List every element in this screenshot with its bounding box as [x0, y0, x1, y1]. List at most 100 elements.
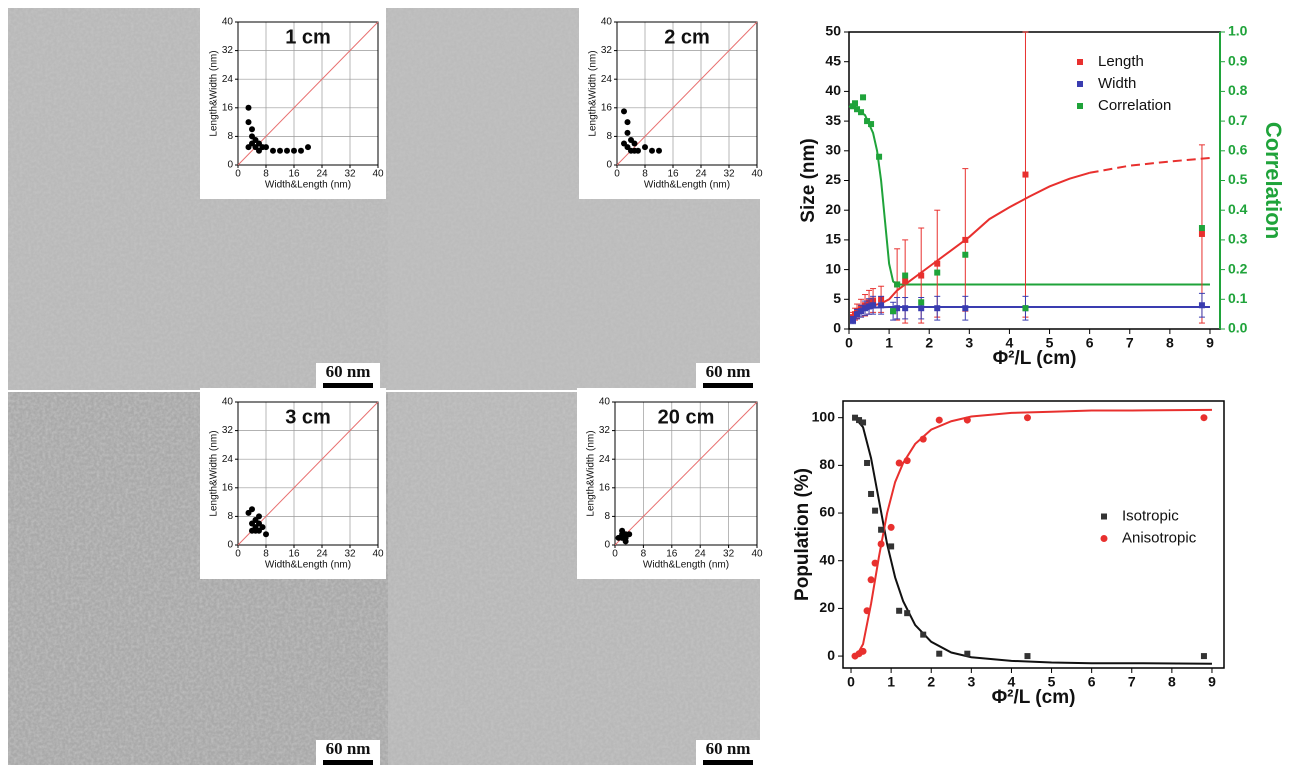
legend-label: Anisotropic [1122, 529, 1197, 546]
scatter-point [649, 147, 655, 154]
data-point [962, 251, 969, 258]
scatter-point [626, 531, 633, 538]
inset-bg [577, 388, 765, 579]
x-tick-label: 9 [1206, 335, 1214, 351]
data-point [918, 305, 925, 312]
scatter-point [635, 147, 641, 154]
y-tick-label: 35 [825, 112, 841, 128]
data-point [1198, 230, 1205, 237]
x-tick-label: 40 [372, 169, 384, 180]
x-axis-label: Φ²/L (cm) [993, 348, 1077, 369]
y2-axis-label: Correlation [1261, 122, 1286, 239]
scatter-point [621, 140, 627, 147]
x-tick-label: 9 [1208, 674, 1216, 690]
y-tick-label: 50 [825, 23, 841, 39]
y2-tick-label: 0.2 [1228, 260, 1248, 276]
y-tick-label: 24 [222, 454, 234, 465]
data-point [888, 543, 895, 550]
scatter-point [249, 126, 255, 133]
x-tick-label: 40 [751, 549, 763, 560]
data-point [962, 305, 969, 312]
data-point [860, 94, 867, 101]
reference-diagonal [614, 401, 758, 546]
y-tick-label: 0 [827, 647, 835, 663]
data-point [902, 278, 909, 285]
x-tick-label: 8 [641, 549, 647, 560]
data-point [903, 457, 911, 465]
scatter-point [277, 147, 283, 154]
data-point [963, 416, 971, 424]
data-point [852, 100, 859, 107]
data-point [920, 631, 927, 638]
scale-bar [703, 760, 753, 765]
plot-frame [237, 21, 379, 166]
y-tick-label: 10 [825, 260, 841, 276]
x-tick-label: 16 [666, 549, 678, 560]
y-tick-label: 20 [819, 599, 835, 615]
y-tick-label: 32 [599, 425, 611, 436]
data-point [894, 305, 901, 312]
x-tick-label: 4 [1008, 674, 1016, 690]
x-tick-label: 3 [967, 674, 975, 690]
inset-title: 1 cm [285, 26, 331, 48]
y-tick-label: 0 [227, 540, 233, 551]
scatter-point [624, 119, 631, 126]
x-tick-label: 7 [1126, 335, 1134, 351]
y-tick-label: 45 [825, 52, 841, 68]
y-tick-label: 40 [222, 17, 234, 28]
y2-tick-label: 0.5 [1228, 171, 1248, 187]
x-tick-label: 0 [612, 549, 618, 560]
x-tick-label: 8 [263, 169, 269, 180]
data-point [867, 576, 875, 584]
scatter-point [656, 147, 662, 154]
plot-frame [842, 400, 1225, 669]
inset-bg [200, 8, 386, 199]
x-tick-label: 0 [847, 674, 855, 690]
scatter-point [621, 108, 627, 115]
data-point [876, 153, 883, 160]
x-tick-label: 8 [642, 169, 648, 180]
data-point [1022, 171, 1029, 178]
y-tick-label: 0 [606, 160, 612, 171]
fit-line [852, 171, 1090, 318]
fit-line [848, 105, 1210, 286]
y-tick-label: 5 [833, 290, 841, 306]
data-point [863, 607, 871, 615]
x-tick-label: 32 [344, 169, 356, 180]
scatter-point [245, 104, 252, 111]
y-tick-label: 16 [599, 482, 611, 493]
y-tick-label: 20 [825, 201, 841, 217]
x-tick-label: 8 [1166, 335, 1174, 351]
plot-frame [614, 401, 758, 546]
y-tick-label: 0 [604, 540, 610, 551]
scatter-point [263, 531, 269, 538]
data-point [895, 459, 903, 467]
data-point [864, 118, 871, 125]
data-point [1198, 225, 1205, 232]
y-tick-label: 16 [222, 482, 234, 493]
y2-tick-label: 0.4 [1228, 201, 1248, 217]
x-tick-label: 4 [1006, 335, 1014, 351]
legend-marker [1077, 59, 1083, 65]
y-tick-label: 80 [819, 456, 835, 472]
scatter-point [259, 524, 266, 531]
scale-bar-label: 60 nm [706, 739, 751, 758]
y-tick-label: 8 [604, 511, 610, 522]
reference-diagonal [616, 21, 758, 166]
x-tick-label: 0 [614, 169, 620, 180]
x-axis-label: Width&Length (nm) [265, 180, 351, 191]
data-point [854, 311, 861, 318]
scatter-point [256, 147, 262, 154]
reference-diagonal [237, 21, 379, 166]
x-tick-label: 6 [1086, 335, 1094, 351]
scatter-point [631, 140, 638, 147]
scatter-point [619, 527, 626, 534]
legend-marker [1077, 103, 1083, 109]
data-point [862, 305, 869, 312]
y-tick-label: 30 [825, 142, 841, 158]
scatter-point [245, 119, 252, 126]
y-tick-label: 40 [222, 397, 234, 408]
data-point [878, 526, 885, 533]
scale-bar-label: 60 nm [706, 362, 751, 381]
y-tick-label: 32 [601, 45, 613, 56]
